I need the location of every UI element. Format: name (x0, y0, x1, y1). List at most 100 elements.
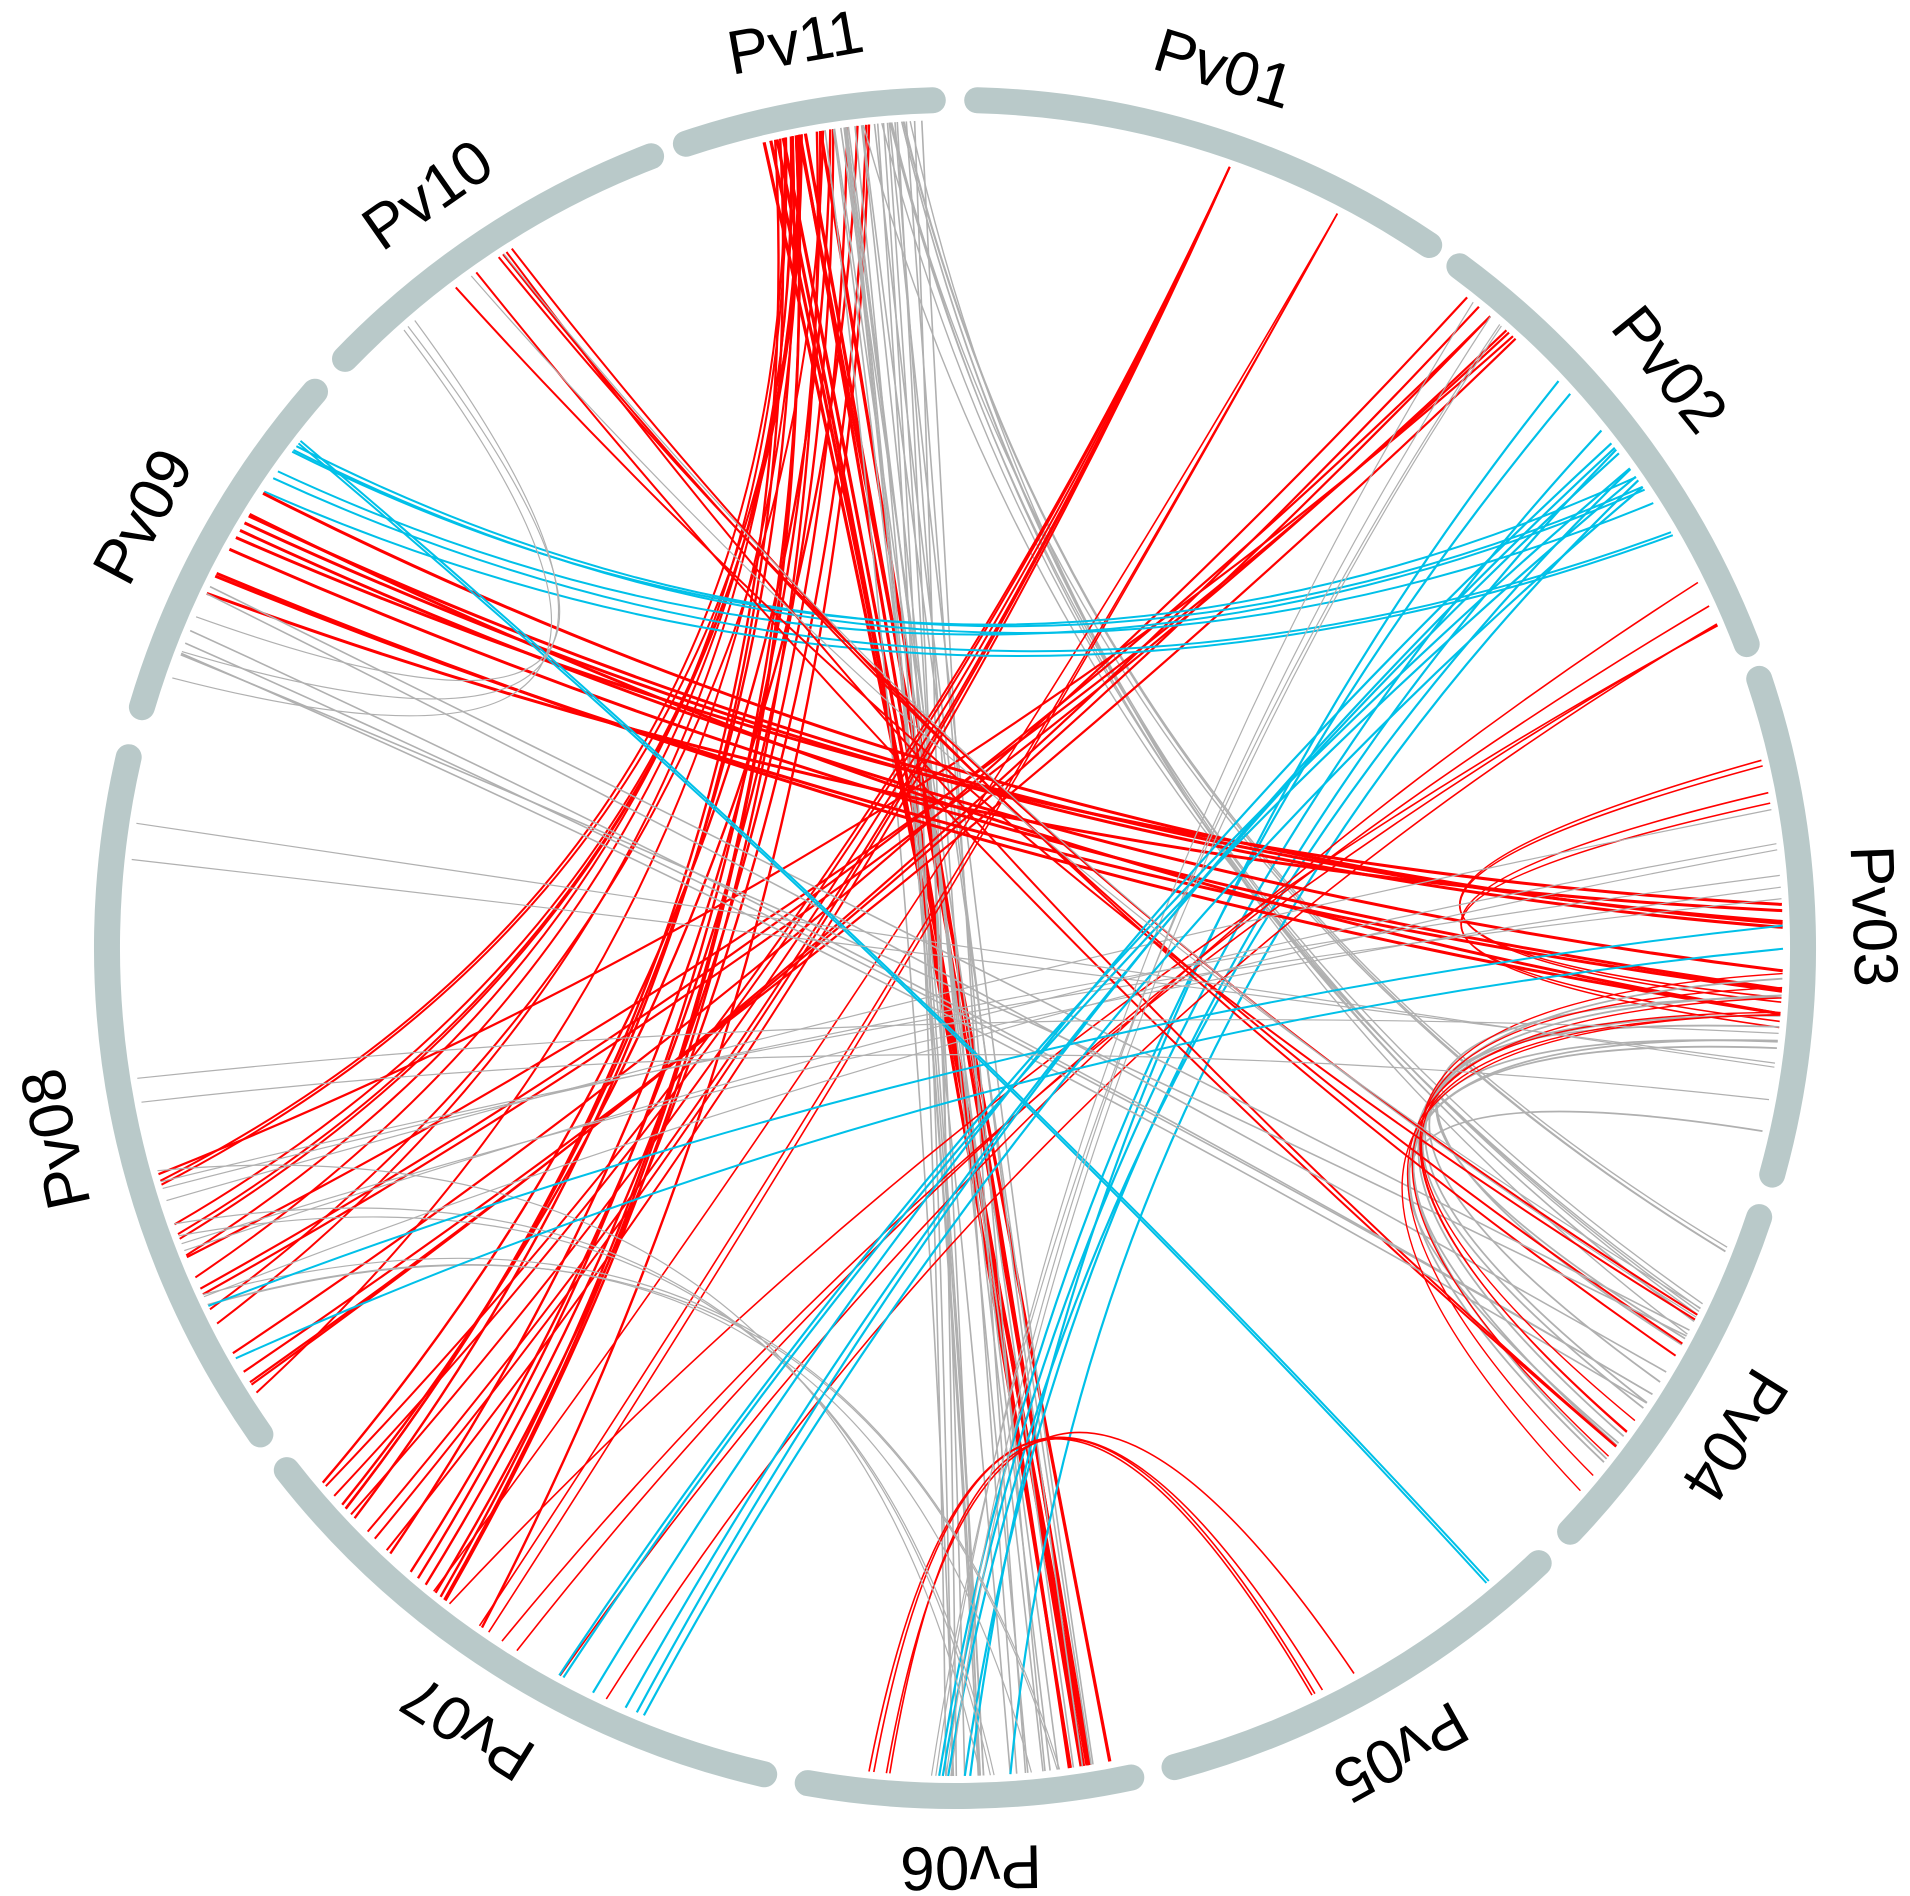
synteny-link (443, 135, 801, 1601)
synteny-link (239, 529, 1783, 973)
synteny-link (160, 898, 1782, 1183)
synteny-link (455, 286, 1696, 1321)
synteny-link (1412, 1045, 1777, 1447)
synteny-link (207, 1264, 1032, 1773)
synteny-link (562, 475, 1637, 1679)
synteny-link (228, 547, 1783, 991)
synteny-link (935, 301, 1474, 1776)
synteny-link (255, 134, 801, 1394)
ideogram-pv07 (273, 1457, 778, 1788)
synteny-link (243, 337, 1517, 1373)
chromosome-ideograms (93, 87, 1816, 1809)
synteny-link (797, 134, 1112, 1762)
synteny-link (930, 324, 1501, 1776)
synteny-link (605, 623, 1718, 1700)
synteny-link (1419, 972, 1783, 1433)
synteny-link (185, 137, 788, 1257)
synteny-link (1458, 759, 1782, 1003)
synteny-link (249, 315, 1491, 1384)
synteny-link (235, 947, 1784, 1360)
synteny-link (840, 127, 1075, 1768)
synteny-link (216, 572, 1781, 1016)
synteny-link (433, 213, 1338, 1592)
label-pv11: Pv11 (722, 0, 869, 89)
synteny-link (277, 470, 1645, 636)
synteny-link (511, 247, 1677, 1357)
synteny-link (502, 253, 1683, 1345)
synteny-link (505, 251, 1617, 1448)
synteny-link (860, 125, 1029, 1773)
synteny-link (206, 591, 1783, 913)
synteny-link (470, 275, 1701, 1309)
synteny-link (232, 296, 1468, 1355)
ideogram-pv08 (93, 744, 274, 1448)
synteny-link (195, 326, 561, 682)
synteny-link (174, 1207, 991, 1776)
synteny-link (862, 124, 1701, 1310)
synteny-link (209, 585, 1690, 1331)
ideogram-pv03 (1746, 665, 1816, 1188)
synteny-link (889, 122, 1726, 1253)
ideogram-pv01 (964, 87, 1443, 258)
synteny-link (295, 445, 1644, 628)
synteny-link (202, 329, 1508, 1296)
synteny-link (291, 450, 1637, 626)
synteny-link (1401, 1013, 1781, 1492)
synteny-link (250, 306, 1480, 1386)
synteny-link (208, 924, 1783, 1307)
label-pv08: Pv08 (8, 1063, 105, 1216)
synteny-link (1421, 1039, 1778, 1409)
synteny-link (202, 1257, 1061, 1770)
synteny-link (888, 122, 1094, 1765)
synteny-link (478, 213, 1338, 1627)
synteny-link (189, 629, 1653, 1395)
synteny-link (969, 380, 1560, 1777)
synteny-link (891, 122, 1695, 1322)
synteny-link (503, 253, 1697, 1318)
synteny-link (184, 642, 1653, 1395)
synteny-link (162, 874, 1780, 1189)
ideogram-pv02 (1446, 253, 1760, 658)
synteny-link (501, 624, 1718, 1642)
synteny-link (624, 452, 1620, 1709)
synteny-link (248, 513, 1781, 1016)
synteny-link (157, 1164, 981, 1776)
synteny-link (184, 843, 1777, 1252)
synteny-link (894, 122, 1018, 1774)
synteny-link (341, 125, 859, 1506)
synteny-link (325, 166, 1231, 1487)
ideogram-pv06 (794, 1764, 1145, 1809)
synteny-link (177, 134, 802, 1235)
synteny-link (262, 491, 1783, 925)
synteny-link (889, 122, 1704, 1305)
synteny-link (209, 130, 825, 1311)
synteny-link (181, 886, 1781, 1245)
ideogram-pv04 (1557, 1204, 1773, 1545)
synteny-link (293, 449, 1654, 635)
synteny-link (1009, 479, 1640, 1775)
label-pv03: Pv03 (1837, 844, 1910, 988)
synteny-links (131, 120, 1784, 1777)
synteny-link (1417, 994, 1782, 1437)
label-pv01: Pv01 (1146, 15, 1301, 122)
synteny-link (950, 325, 1502, 1777)
synteny-link (159, 137, 786, 1182)
synteny-link (1420, 1011, 1781, 1422)
synteny-link (137, 1019, 1779, 1079)
synteny-link (833, 128, 1060, 1770)
synteny-link (203, 849, 1778, 1298)
synteny-link (945, 316, 1492, 1777)
synteny-link (424, 127, 849, 1586)
synteny-link (297, 442, 1488, 1584)
synteny-link (843, 127, 982, 1776)
synteny-link (180, 654, 1687, 1337)
synteny-link (903, 121, 1728, 1248)
synteny-link (181, 320, 560, 700)
synteny-link (592, 442, 1613, 1694)
synteny-link (141, 1053, 1770, 1103)
ideogram-pv09 (128, 378, 328, 721)
synteny-link (642, 486, 1644, 1716)
synteny-link (480, 124, 871, 1629)
synteny-link (299, 440, 1490, 1582)
